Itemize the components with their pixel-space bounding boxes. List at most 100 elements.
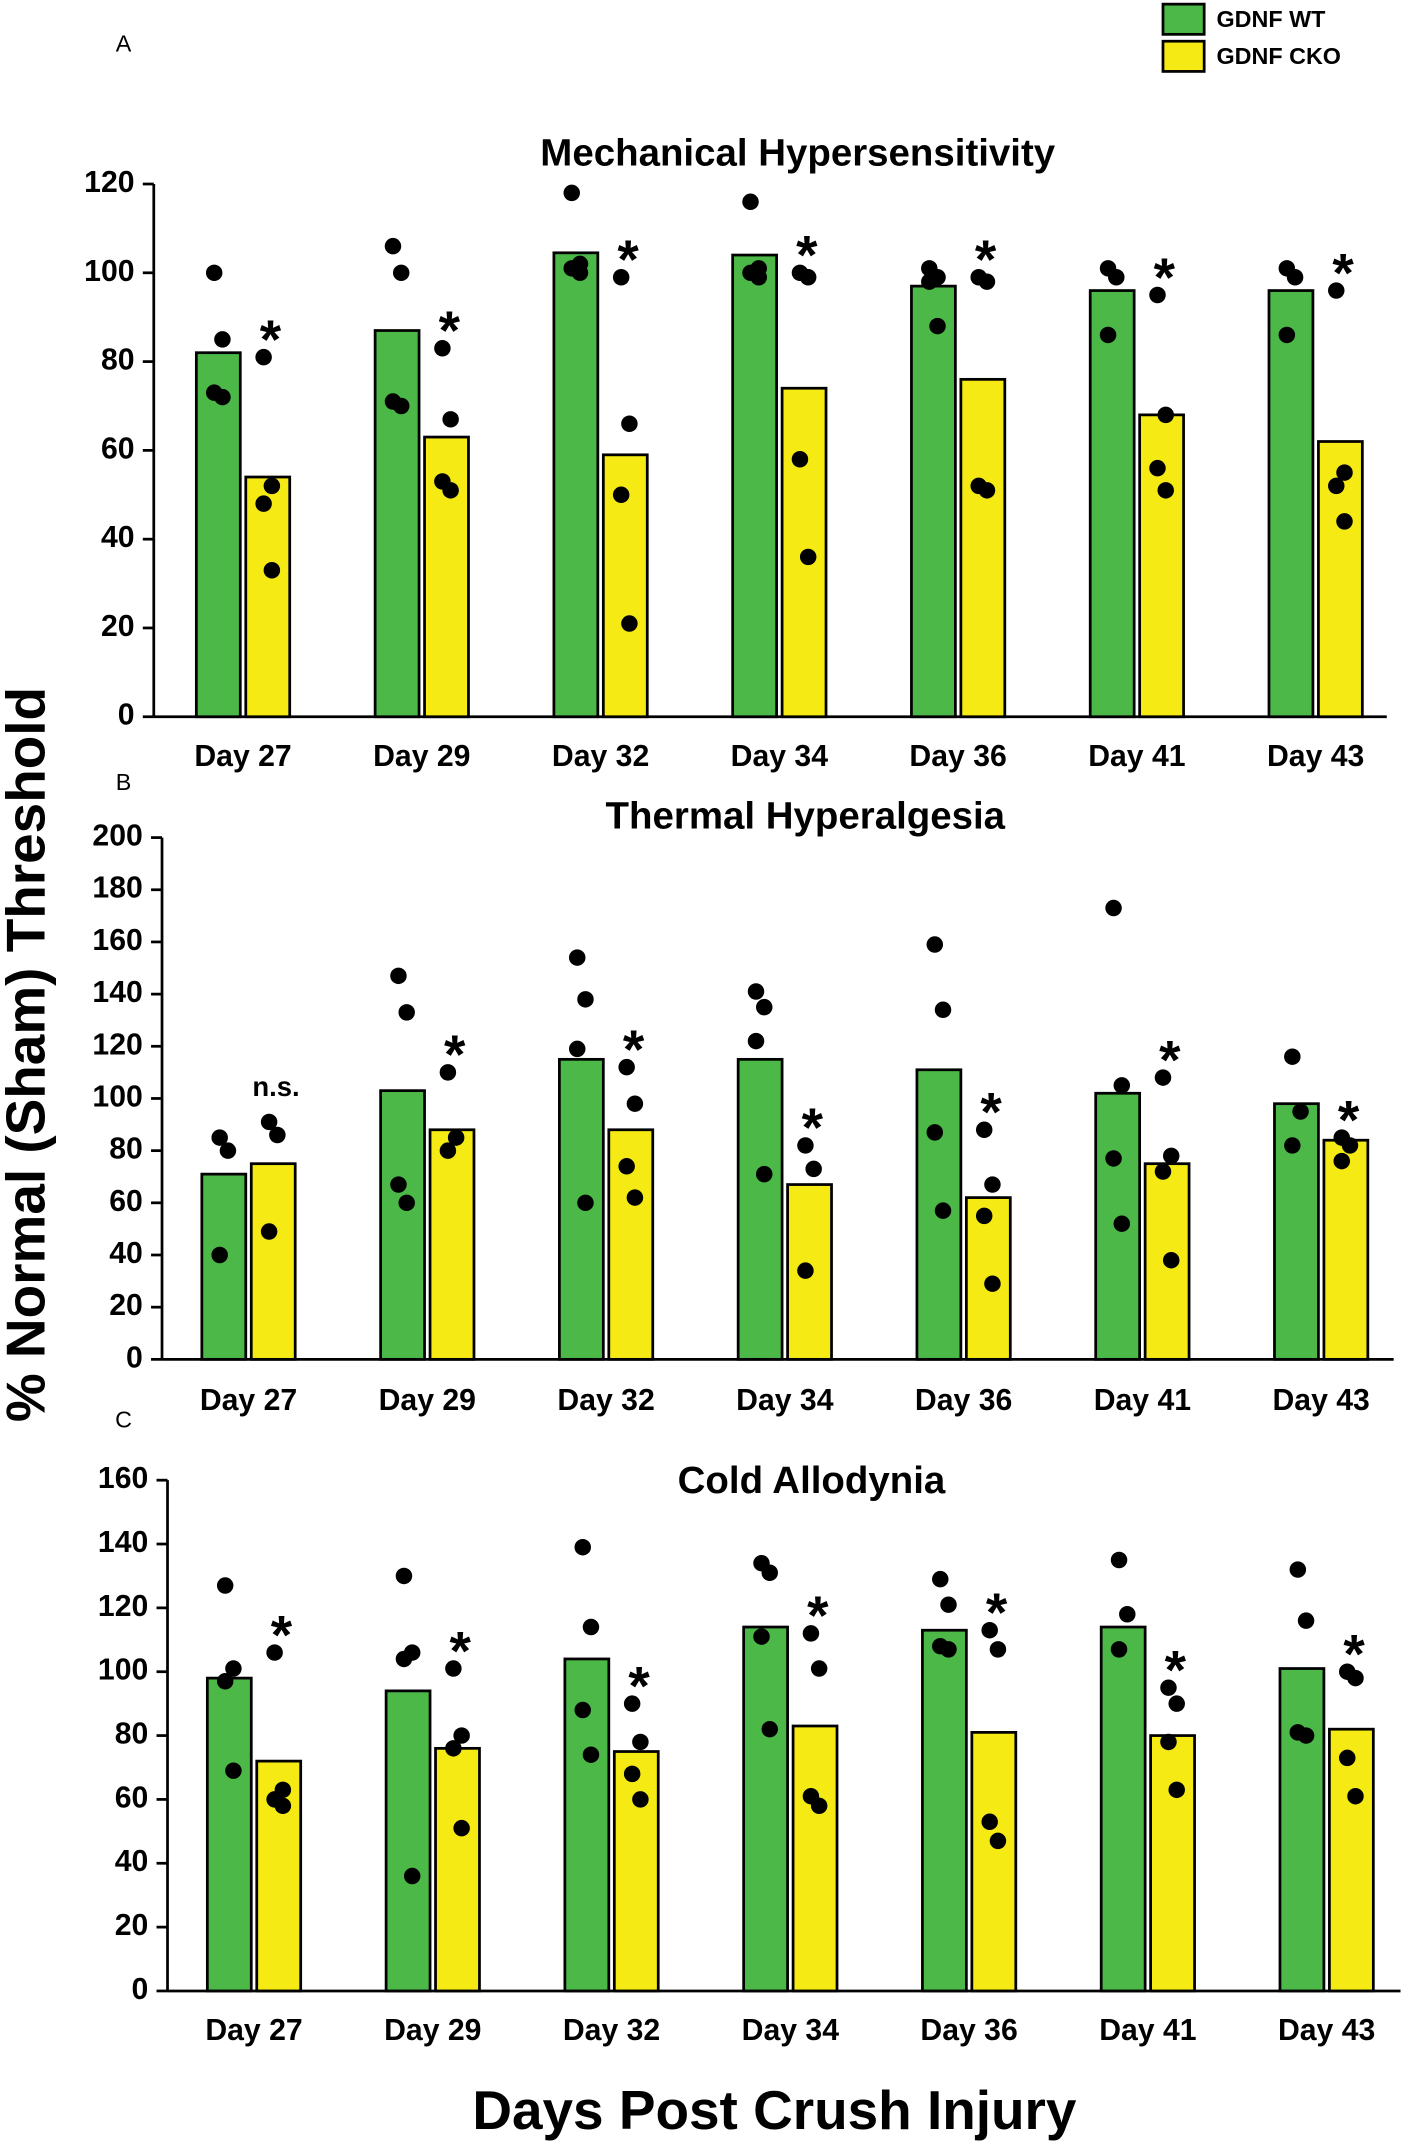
y-tick-label: 80: [101, 344, 135, 377]
data-point: [791, 451, 809, 468]
chart-title: Thermal Hyperalgesia: [606, 795, 1006, 838]
data-point: [756, 1165, 773, 1183]
bar: [1328, 1727, 1375, 1993]
data-point: [632, 1791, 649, 1808]
y-tick-label: 120: [98, 1590, 148, 1623]
data-point: [1168, 1695, 1185, 1712]
data-point: [574, 1538, 591, 1556]
data-point: [453, 1727, 470, 1744]
significance-label: *: [1159, 1028, 1181, 1090]
data-point: [753, 1628, 770, 1645]
x-tick-label: Day 32: [552, 740, 649, 773]
significance-label: *: [439, 299, 461, 361]
bar: [1088, 289, 1136, 719]
y-tick-label: 20: [101, 610, 135, 643]
data-point: [978, 482, 996, 499]
data-point: [1347, 1787, 1364, 1805]
data-point: [1286, 269, 1304, 286]
data-point: [921, 273, 938, 290]
data-point: [574, 1701, 591, 1719]
data-point: [810, 1660, 828, 1677]
data-point: [1162, 1251, 1180, 1269]
y-tick-label: 160: [92, 924, 142, 957]
data-point: [1168, 1781, 1185, 1799]
data-point: [750, 269, 767, 286]
significance-label: *: [1343, 1622, 1365, 1684]
data-point: [1110, 1551, 1128, 1569]
data-point: [390, 967, 407, 985]
y-tick-label: 100: [84, 255, 134, 288]
data-point: [225, 1762, 242, 1779]
x-tick-label: Day 32: [557, 1384, 654, 1417]
data-point: [216, 1577, 234, 1594]
data-point: [1113, 1077, 1131, 1094]
data-point: [623, 1695, 641, 1712]
data-point: [1110, 1641, 1128, 1658]
bar: [742, 1625, 789, 1993]
data-point: [761, 1564, 778, 1581]
y-tick-label: 100: [98, 1654, 148, 1687]
bar: [959, 377, 1007, 719]
data-point: [1160, 1733, 1177, 1751]
y-tick-label: 120: [92, 1028, 142, 1061]
data-point: [390, 1176, 407, 1193]
data-point: [445, 1660, 462, 1677]
chart-title: Cold Allodynia: [678, 1459, 946, 1502]
data-point: [214, 388, 231, 406]
data-point: [978, 273, 996, 290]
significance-label: *: [802, 1096, 824, 1158]
data-point: [799, 548, 817, 566]
data-point: [266, 1644, 283, 1661]
bar: [194, 351, 242, 719]
bar: [428, 1128, 476, 1361]
data-point: [398, 1004, 415, 1021]
bar: [552, 251, 600, 719]
data-point: [392, 397, 410, 415]
data-point: [612, 269, 630, 286]
x-tick-label: Day 43: [1272, 1384, 1369, 1417]
data-point: [1347, 1669, 1364, 1687]
significance-label: *: [986, 1581, 1008, 1643]
y-tick-label: 60: [115, 1781, 149, 1814]
data-point: [395, 1650, 413, 1668]
x-tick-label: Day 27: [200, 1384, 297, 1417]
bar: [200, 1172, 248, 1361]
data-point: [1341, 1137, 1359, 1154]
bar: [1138, 413, 1185, 719]
x-tick-label: Day 41: [1099, 2014, 1196, 2047]
data-point: [621, 415, 638, 432]
data-point: [932, 1570, 949, 1588]
data-point: [940, 1641, 957, 1658]
significance-label: *: [444, 1023, 466, 1085]
data-point: [984, 1176, 1001, 1193]
data-point: [1119, 1606, 1136, 1623]
data-point: [1099, 326, 1117, 344]
data-point: [975, 1207, 993, 1225]
data-point: [577, 991, 594, 1008]
panel-letter: C: [115, 1406, 132, 1432]
x-tick-label: Day 41: [1088, 740, 1185, 773]
bar: [249, 1162, 297, 1361]
y-tick-label: 180: [92, 872, 142, 905]
y-tick-label: 140: [98, 1526, 148, 1559]
data-point: [742, 193, 759, 211]
significance-label: *: [980, 1081, 1002, 1143]
x-tick-label: Day 34: [742, 2014, 840, 2047]
x-tick-label: Day 32: [563, 2014, 660, 2047]
data-point: [260, 1113, 278, 1131]
significance-label: *: [450, 1619, 472, 1681]
data-point: [263, 562, 281, 579]
x-tick-label: Day 36: [909, 740, 1006, 773]
data-point: [747, 1032, 765, 1050]
y-tick-label: 40: [101, 521, 135, 554]
data-point: [805, 1160, 822, 1178]
significance-label: n.s.: [252, 1071, 299, 1102]
bar: [373, 329, 421, 719]
y-tick-label: 160: [98, 1462, 148, 1495]
bar: [1099, 1625, 1147, 1993]
data-point: [216, 1673, 234, 1690]
data-point: [612, 486, 630, 504]
significance-label: *: [617, 228, 639, 290]
data-point: [395, 1567, 413, 1585]
